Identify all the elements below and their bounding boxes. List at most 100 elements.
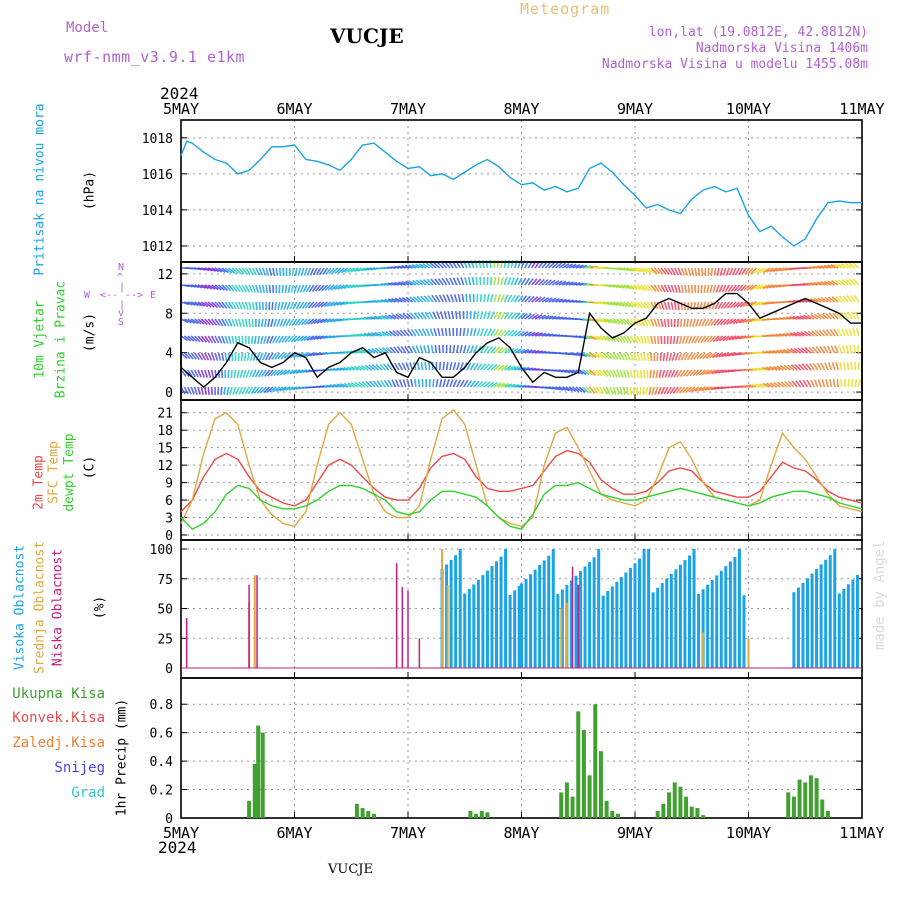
- wind-arrow: [660, 301, 665, 310]
- wind-arrow: [253, 386, 260, 394]
- wind-arrow: [294, 267, 298, 277]
- x-tick-label-top: 7MAY: [390, 100, 426, 118]
- wind-arrow: [643, 352, 647, 362]
- y-tick-label: 0.4: [150, 755, 174, 770]
- wind-arrow: [394, 265, 403, 269]
- wind-arrow: [252, 352, 257, 361]
- wind-arrow: [407, 329, 414, 337]
- precip-bar: [559, 792, 564, 818]
- wind-arrow: [660, 318, 664, 327]
- wind-arrow: [255, 267, 261, 276]
- wind-arrow: [796, 331, 805, 337]
- wind-arrow: [486, 328, 492, 337]
- wind-arrow: [811, 330, 819, 337]
- wind-arrow: [333, 284, 342, 291]
- wind-arrow: [853, 294, 860, 303]
- wind-arrow: [708, 352, 717, 359]
- wind-arrow: [708, 369, 716, 375]
- wind-arrow: [602, 318, 611, 324]
- wind-arrow: [379, 363, 386, 371]
- wind-arrow: [272, 267, 276, 277]
- wind-arrow: [531, 278, 538, 286]
- wind-arrow: [820, 265, 829, 269]
- wind-arrow: [694, 386, 703, 393]
- wind-arrow: [296, 284, 301, 293]
- wind-arrow: [648, 386, 652, 395]
- wind-arrow: [200, 352, 207, 361]
- wind-arrow: [701, 369, 710, 376]
- wind-arrow: [713, 318, 720, 326]
- wind-arrow: [701, 386, 710, 392]
- wind-arrow: [504, 383, 513, 388]
- wind-arrow: [197, 301, 206, 307]
- wind-arrow: [337, 284, 345, 290]
- wind-arrow: [436, 311, 441, 320]
- wind-arrow: [677, 352, 683, 361]
- wind-arrow: [316, 335, 325, 340]
- wind-arrow: [327, 284, 335, 291]
- wind-arrow: [707, 386, 716, 391]
- wind-arrow: [291, 318, 298, 327]
- wind-arrow: [288, 386, 298, 391]
- wind-arrow: [622, 352, 629, 361]
- wind-arrow: [616, 318, 624, 325]
- wind-arrow: [629, 335, 636, 344]
- wind-arrow: [387, 298, 396, 303]
- wind-arrow: [238, 318, 242, 327]
- wind-arrow: [408, 264, 417, 269]
- wind-arrow: [234, 267, 242, 275]
- wind-arrow: [820, 362, 826, 371]
- wind-arrow: [459, 345, 463, 354]
- wind-arrow: [194, 318, 202, 325]
- wind-arrow: [391, 297, 400, 303]
- wind-arrow: [806, 314, 815, 320]
- wind-arrow: [787, 364, 795, 371]
- wind-arrow: [803, 298, 812, 303]
- wind-arrow: [630, 284, 638, 291]
- wind-arrow: [729, 318, 737, 325]
- wind-arrow: [705, 369, 713, 375]
- wind-arrow: [695, 369, 703, 376]
- wind-arrow: [323, 318, 332, 324]
- wind-arrow: [420, 295, 427, 303]
- wind-arrow: [466, 362, 472, 371]
- wind-arrow: [653, 318, 658, 327]
- wind-arrow: [758, 383, 767, 388]
- wind-arrow: [619, 352, 625, 361]
- wind-arrow: [633, 301, 641, 309]
- wind-arrow: [698, 386, 706, 392]
- wind-arrow: [187, 301, 196, 306]
- wind-arrow: [453, 294, 458, 303]
- legend-snow: Snijeg: [54, 760, 105, 776]
- wind-arrow: [776, 381, 785, 388]
- wind-arrow: [251, 284, 256, 293]
- wind-arrow: [249, 352, 254, 361]
- wind-arrow: [490, 364, 498, 371]
- wind-arrow: [320, 318, 328, 324]
- wind-arrow: [524, 295, 531, 303]
- wind-arrow: [646, 267, 655, 274]
- wind-arrow: [350, 366, 359, 371]
- wind-arrow: [517, 348, 526, 354]
- x-tick-label-top: 11MAY: [839, 100, 884, 118]
- wind-arrow: [302, 352, 311, 358]
- wind-arrow: [416, 362, 421, 371]
- wind-arrow: [779, 365, 788, 371]
- wind-arrow: [419, 345, 424, 354]
- precip-bar: [797, 779, 802, 818]
- wind-arrow: [315, 284, 322, 292]
- wind-arrow: [772, 267, 781, 273]
- wind-arrow: [616, 284, 625, 289]
- wind-arrow: [726, 318, 734, 325]
- wind-arrow: [803, 314, 812, 320]
- wind-arrow: [680, 352, 686, 361]
- wind-arrow: [486, 346, 493, 354]
- wind-arrow: [204, 386, 207, 396]
- wind-arrow: [534, 296, 542, 303]
- wind-arrow: [585, 352, 594, 358]
- wind-arrow: [424, 361, 427, 371]
- wind-arrow: [248, 267, 254, 276]
- wind-arrow: [555, 298, 564, 303]
- wind-arrow: [473, 328, 477, 337]
- wind-arrow: [500, 347, 508, 354]
